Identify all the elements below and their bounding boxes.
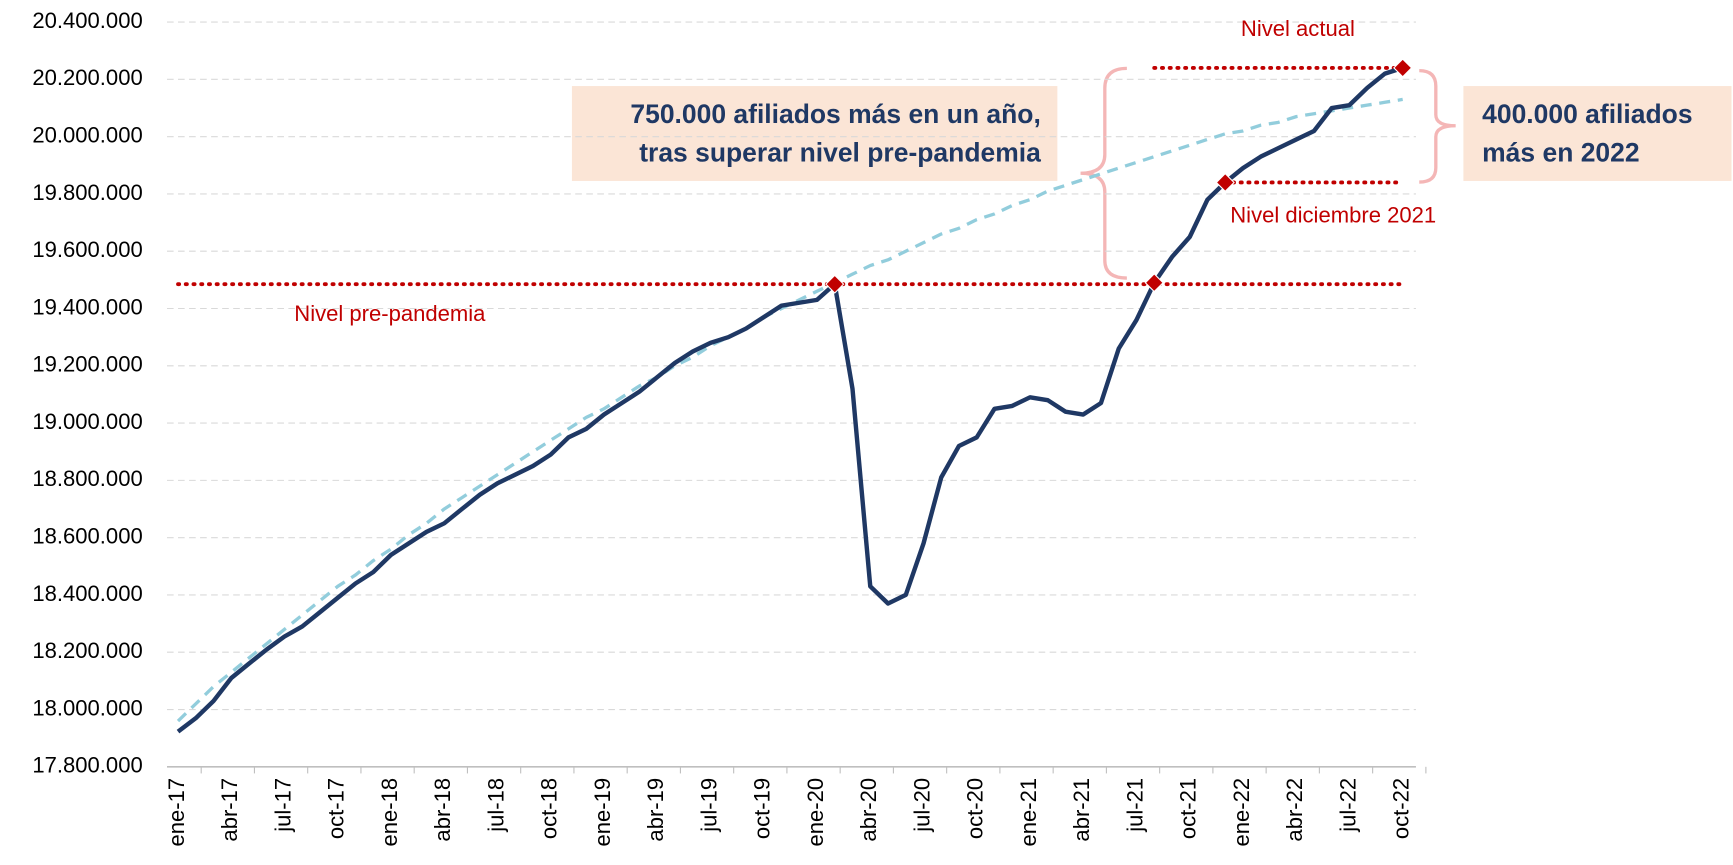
y-tick-label: 20.400.000 [32,8,142,33]
y-tick-label: 18.800.000 [32,466,142,491]
callout-text: tras superar nivel pre-pandemia [639,137,1041,167]
callout-text: 400.000 afiliados [1482,99,1692,129]
x-tick-label: oct-20 [963,778,988,839]
x-tick-label: jul-22 [1335,778,1360,833]
y-tick-label: 18.400.000 [32,581,142,606]
highlight-marker [825,274,845,294]
y-tick-label: 19.400.000 [32,294,142,319]
x-tick-label: ene-20 [803,778,828,847]
x-tick-label: abr-21 [1069,778,1094,842]
highlight-marker [1144,273,1164,293]
brace [1419,68,1456,184]
callout-text: más en 2022 [1482,137,1639,167]
x-tick-label: jul-18 [483,778,508,833]
y-tick-label: 19.000.000 [32,409,142,434]
reference-label: Nivel pre-pandemia [294,301,486,326]
line-series [176,97,1403,723]
callout-box [571,86,1058,181]
x-tick-label: ene-19 [590,778,615,847]
highlight-marker [1393,58,1413,78]
x-tick-label: ene-18 [377,778,402,847]
y-tick-label: 18.600.000 [32,523,142,548]
y-tick-label: 19.200.000 [32,352,142,377]
y-tick-label: 17.800.000 [32,753,142,778]
x-tick-label: abr-20 [856,778,881,842]
x-tick-label: oct-22 [1389,778,1414,839]
x-tick-label: oct-17 [324,778,349,839]
y-tick-label: 18.000.000 [32,695,142,720]
y-tick-label: 19.800.000 [32,180,142,205]
x-tick-label: abr-18 [430,778,455,842]
x-tick-label: jul-19 [696,778,721,833]
x-tick-label: oct-21 [1176,778,1201,839]
x-tick-label: jul-17 [270,778,295,833]
x-tick-label: ene-22 [1229,778,1254,847]
x-tick-label: jul-21 [1122,778,1147,833]
x-tick-label: abr-17 [217,778,242,842]
y-tick-label: 18.200.000 [32,638,142,663]
line-series [176,65,1404,734]
callout-box [1463,86,1732,181]
y-tick-label: 20.200.000 [32,65,142,90]
x-tick-label: abr-19 [643,778,668,842]
brace [1080,66,1127,280]
reference-label: Nivel actual [1241,16,1355,41]
y-tick-label: 19.600.000 [32,237,142,262]
x-tick-label: oct-18 [537,778,562,839]
callout-text: 750.000 afiliados más en un año, [630,99,1040,129]
x-tick-label: oct-19 [750,778,775,839]
reference-label: Nivel diciembre 2021 [1230,203,1436,228]
x-tick-label: ene-17 [164,778,189,847]
x-tick-label: jul-20 [909,778,934,833]
highlight-marker [1215,172,1235,193]
x-tick-label: abr-22 [1282,778,1307,842]
y-tick-label: 20.000.000 [32,122,142,147]
x-tick-label: ene-21 [1016,778,1041,847]
